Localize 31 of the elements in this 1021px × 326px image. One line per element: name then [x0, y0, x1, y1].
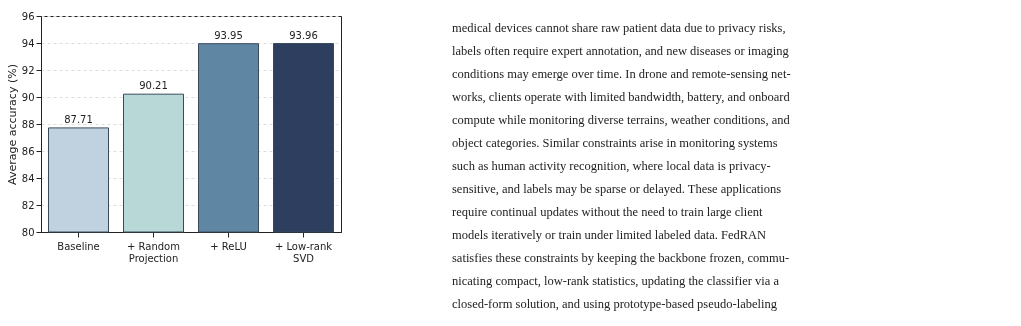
data-label: 93.96	[289, 29, 318, 41]
y-tick-label: 84	[21, 172, 35, 184]
data-label: 87.71	[64, 113, 93, 125]
x-tick-label: + Random Projection	[127, 240, 180, 264]
text: nicating compact, low-rank statistics, updating the classifier via a	[452, 274, 780, 289]
text: satisfies these constraints by keeping the backbone frozen, commu-	[452, 251, 790, 266]
text: sensitive, and labels may be sparse or delayed. These applications	[452, 182, 782, 197]
data-label: 93.95	[214, 29, 243, 41]
text: such as human activity recognition, where local data is privacy-	[452, 159, 771, 173]
data-label: 90.21	[139, 80, 168, 92]
text: conditions may emerge over time. In drone and remote-sensing net-	[452, 66, 791, 81]
text: works, clients operate with limited bandwidth, battery, and onboard	[452, 89, 791, 104]
text: require continual updates without the need to train large client	[452, 205, 763, 220]
y-tick-label: 94	[21, 37, 35, 49]
x-tick-label: Baseline	[57, 240, 100, 252]
x-tick-label: + Low-rank SVD	[274, 240, 333, 264]
y-tick-label: 86	[21, 145, 35, 157]
y-tick-label: 96	[21, 10, 35, 22]
x-tick-label: + ReLU	[210, 240, 247, 252]
y-tick-label: 90	[21, 91, 35, 103]
text: closed-form solution, and using prototype-based pseudo-labeling	[452, 297, 778, 312]
y-tick-label: 82	[21, 199, 35, 211]
y-axis-title: Average accuracy (%)	[5, 64, 19, 185]
text: models iteratively or train under limited labeled data. FedRAN	[452, 228, 767, 243]
text: medical devices cannot share raw patient data due to privacy risks,	[452, 20, 786, 35]
text: compute while monitoring diverse terrains, weather conditions, and	[452, 112, 791, 127]
text: labels often require expert annotation, and new diseases or imaging	[452, 43, 790, 58]
y-tick-label: 80	[21, 226, 35, 238]
text: object categories. Similar constraints arise in monitoring systems	[452, 135, 778, 150]
y-tick-label: 92	[21, 64, 35, 76]
y-tick-label: 88	[21, 118, 35, 130]
